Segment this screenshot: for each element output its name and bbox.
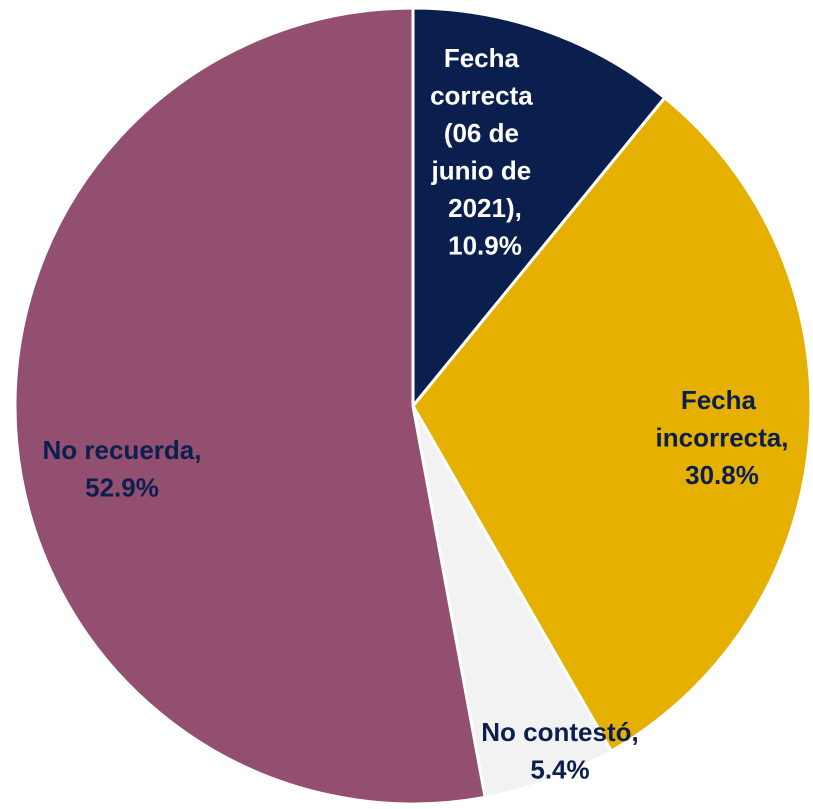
label-line: 2021), <box>448 193 522 223</box>
label-line: (06 de <box>444 118 526 148</box>
label-line: incorrecta, <box>656 422 789 452</box>
label-line: Fecha <box>444 43 526 73</box>
slice-label: No recuerda, <box>43 435 202 465</box>
value-label: 5.4% <box>530 754 589 784</box>
label-line: No contestó, <box>481 717 638 747</box>
slice-label: No contestó, <box>481 717 638 747</box>
pie-slice <box>411 405 614 800</box>
slice-label: Fecha correcta (06 de junio de 2021), <box>430 43 540 223</box>
slice-label: Fecha incorrecta, <box>656 385 789 453</box>
label-line: No recuerda, <box>43 435 202 465</box>
value-label: 30.8% <box>685 460 759 490</box>
pie-slice <box>13 6 487 806</box>
value-label: 10.9% <box>448 230 522 260</box>
pie-slice <box>411 95 813 754</box>
label-line: junio de <box>431 155 539 185</box>
label-line: Fecha <box>681 385 763 415</box>
label-line: correcta <box>430 80 540 110</box>
pie-slice <box>411 6 667 411</box>
value-label: 52.9% <box>85 472 159 502</box>
